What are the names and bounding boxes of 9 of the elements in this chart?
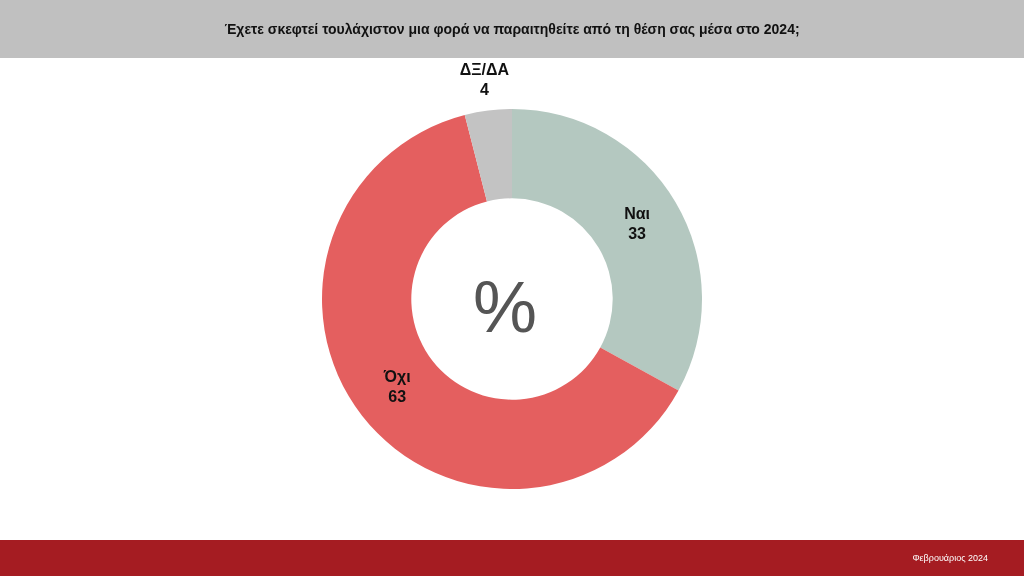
text: % [472, 266, 538, 349]
slice-label: ΔΞ/ΔΑ [459, 61, 510, 79]
chart-title: Έχετε σκεφτεί τουλάχιστον μια φορά να παραιτηθείτε από τη θέση σας μέσα στο 2024; [224, 21, 800, 37]
slice-label: Ναι [624, 205, 651, 223]
slice-label: Όχι [382, 368, 411, 386]
data-label: 4 [479, 81, 489, 99]
text: Φεβρουάριος 2024 [912, 553, 988, 563]
data-label: 33 [628, 225, 647, 243]
data-label: 63 [388, 388, 407, 406]
